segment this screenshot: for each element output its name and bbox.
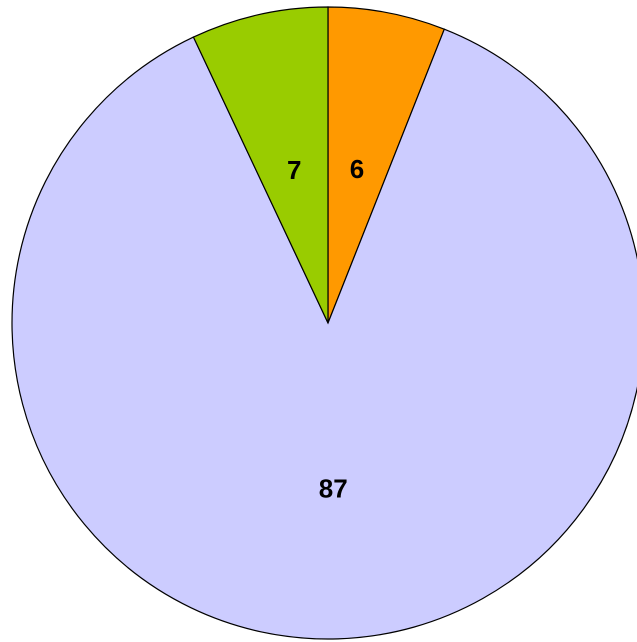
data-label: 87 (319, 473, 348, 503)
pie-slice (11, 28, 637, 640)
data-label: 7 (287, 155, 301, 185)
pie-slice (192, 6, 329, 324)
data-label: 6 (350, 154, 364, 184)
pie-slice (327, 6, 446, 324)
